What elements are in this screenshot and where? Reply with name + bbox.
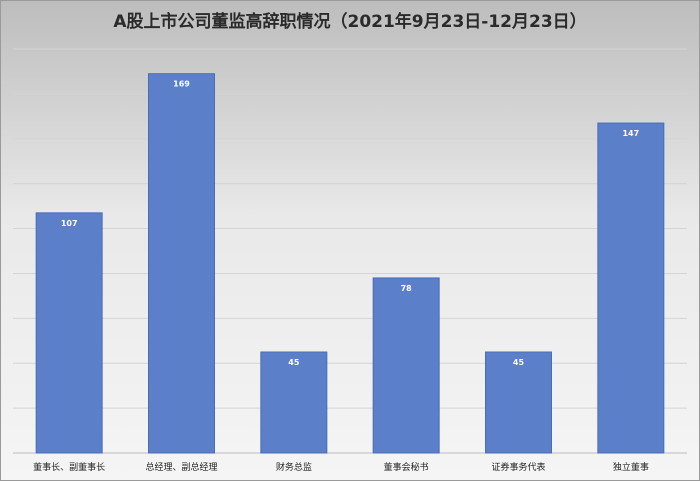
bar-value-label: 169 [173,80,190,89]
bar-value-labels: 107 169 45 78 45 147 [61,80,639,367]
bar [148,73,215,454]
bars [35,73,665,454]
bar [35,212,103,454]
category-labels: 董事长、副董事长 总经理、副总经理 财务总监 董事会秘书 证券事务代表 独立董事 [33,461,649,473]
category-label: 董事会秘书 [384,461,429,473]
category-label: 董事长、副董事长 [33,461,105,473]
category-label: 证券事务代表 [491,461,545,473]
category-label: 财务总监 [276,461,312,473]
category-label: 总经理、副总经理 [145,461,217,473]
category-label: 独立董事 [613,461,649,473]
gridlines [13,48,687,454]
bar [372,277,440,454]
bar-value-label: 45 [288,358,300,367]
bar-value-label: 147 [622,129,639,138]
bar-value-label: 107 [61,219,78,228]
bar-value-label: 45 [513,358,525,367]
bar [597,122,665,454]
bar-value-label: 78 [401,284,413,293]
bar [485,351,552,454]
bar [260,351,328,454]
chart-title: A股上市公司董监高辞职情况（2021年9月23日-12月23日） [113,12,587,32]
